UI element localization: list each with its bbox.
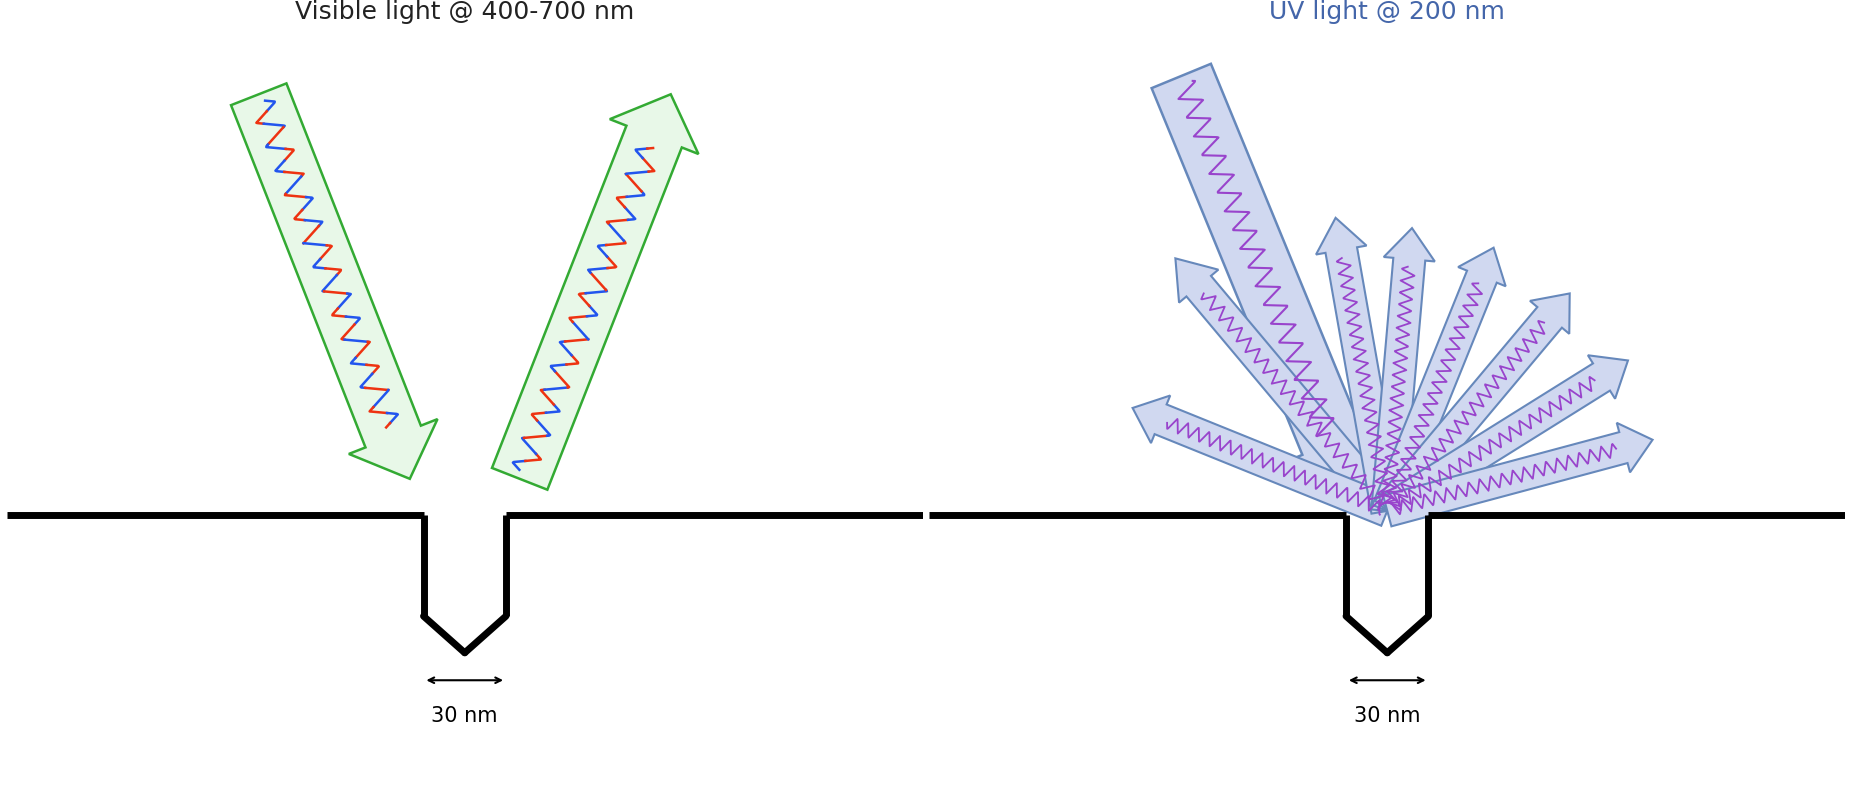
Polygon shape (1176, 259, 1400, 521)
Polygon shape (1152, 65, 1380, 488)
Title: UV light @ 200 nm: UV light @ 200 nm (1269, 0, 1506, 24)
Text: 30 nm: 30 nm (432, 706, 498, 726)
Text: 30 nm: 30 nm (1354, 706, 1420, 726)
Polygon shape (1378, 356, 1628, 525)
Polygon shape (1317, 218, 1404, 514)
Polygon shape (1372, 248, 1506, 517)
Polygon shape (493, 96, 698, 490)
Polygon shape (232, 84, 437, 479)
Polygon shape (1383, 423, 1652, 527)
Polygon shape (1374, 294, 1570, 521)
Polygon shape (1133, 396, 1393, 526)
Polygon shape (1370, 229, 1435, 512)
Title: Visible light @ 400-700 nm: Visible light @ 400-700 nm (294, 0, 635, 24)
